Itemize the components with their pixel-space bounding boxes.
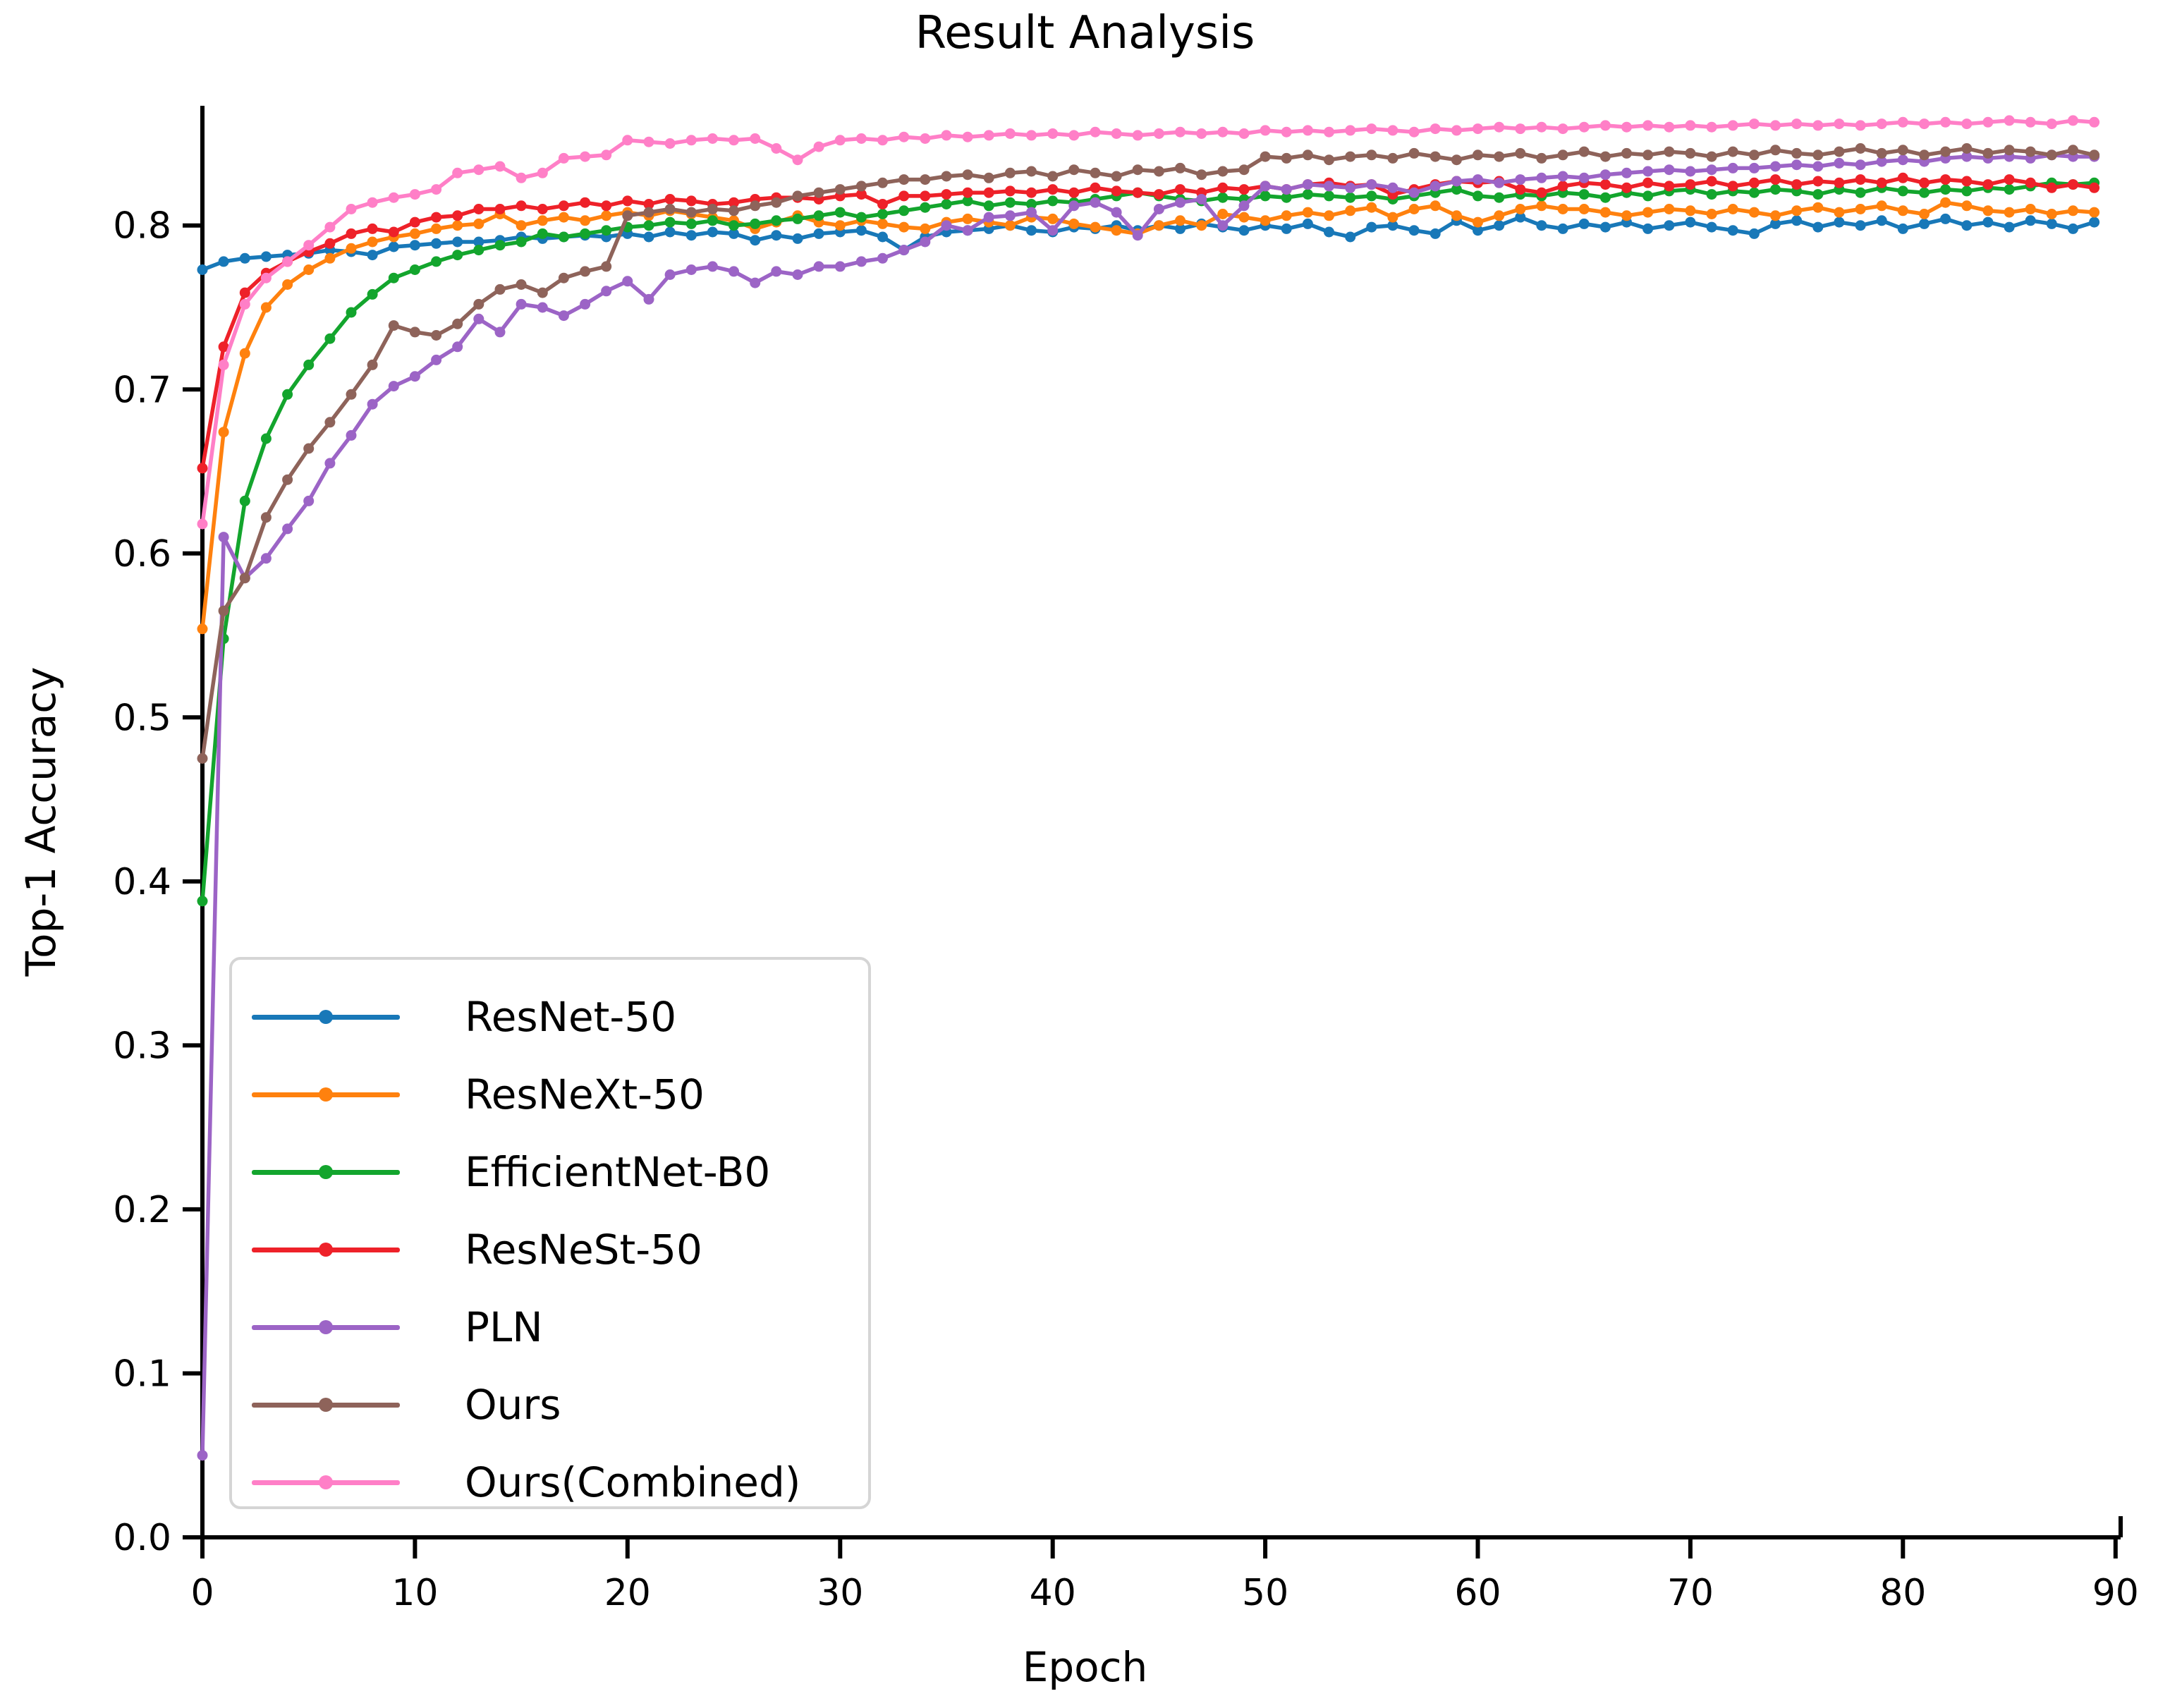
legend-line-sample <box>252 1165 400 1179</box>
x-tick-label: 80 <box>1879 1572 1926 1614</box>
series-pln <box>197 150 2100 1461</box>
legend-label: ResNeXt-50 <box>465 1070 705 1118</box>
y-tick-label: 0.4 <box>113 861 171 903</box>
legend-line-sample <box>252 1243 400 1257</box>
x-tick-label: 40 <box>1030 1572 1076 1614</box>
legend-label: ResNet-50 <box>465 993 677 1041</box>
legend-marker-dot <box>319 1398 333 1412</box>
x-tick-label: 50 <box>1242 1572 1288 1614</box>
y-tick-label: 0.0 <box>113 1517 171 1559</box>
x-tick-label: 70 <box>1667 1572 1714 1614</box>
series-resnest-50 <box>197 172 2100 474</box>
y-tick-label: 0.3 <box>113 1025 171 1067</box>
legend-marker-dot <box>319 1475 333 1489</box>
legend-item-efficientnet-b0: EfficientNet-B0 <box>232 1133 868 1211</box>
legend-item-resnext-50: ResNeXt-50 <box>232 1056 868 1133</box>
x-tick-label: 20 <box>604 1572 651 1614</box>
y-tick-label: 0.2 <box>113 1189 171 1231</box>
x-tick-label: 10 <box>391 1572 438 1614</box>
legend-label: PLN <box>465 1303 543 1351</box>
series-ours <box>197 143 2100 764</box>
y-tick-label: 0.5 <box>113 697 171 739</box>
legend-marker-dot <box>319 1010 333 1024</box>
y-tick-label: 0.8 <box>113 205 171 248</box>
legend-line-sample <box>252 1010 400 1024</box>
series-ours-combined <box>197 115 2100 530</box>
legend-item-ours-combined: Ours(Combined) <box>232 1444 868 1521</box>
legend-line-sample <box>252 1320 400 1334</box>
legend-marker-dot <box>319 1087 333 1102</box>
y-tick-label: 0.7 <box>113 369 171 411</box>
legend-line-sample <box>252 1475 400 1489</box>
legend-marker-dot <box>319 1165 333 1179</box>
legend-item-ours: Ours <box>232 1366 868 1444</box>
x-tick-label: 30 <box>817 1572 863 1614</box>
legend-item-resnest-50: ResNeSt-50 <box>232 1211 868 1288</box>
legend: ResNet-50 ResNeXt-50 EfficientNet-B0 ResNeS… <box>229 957 871 1509</box>
legend-label: Ours <box>465 1381 561 1429</box>
legend-label: Ours(Combined) <box>465 1458 801 1506</box>
legend-marker-dot <box>319 1243 333 1257</box>
x-tick-label: 0 <box>190 1572 214 1614</box>
series-efficientnet-b0 <box>197 177 2100 907</box>
x-tick-label: 90 <box>2092 1572 2139 1614</box>
legend-item-resnet-50: ResNet-50 <box>232 978 868 1056</box>
y-axis-label: Top-1 Accuracy <box>17 666 65 977</box>
legend-line-sample <box>252 1087 400 1102</box>
legend-label: ResNeSt-50 <box>465 1226 702 1274</box>
y-tick-label: 0.1 <box>113 1353 171 1396</box>
legend-item-pln: PLN <box>232 1288 868 1366</box>
chart-title: Result Analysis <box>915 7 1255 59</box>
legend-line-sample <box>252 1398 400 1412</box>
series-resnext-50 <box>197 197 2100 635</box>
x-tick-label: 60 <box>1454 1572 1501 1614</box>
x-axis-ticks: 0 10 20 30 40 50 60 70 80 90 <box>190 1537 2139 1614</box>
y-tick-label: 0.6 <box>113 533 171 575</box>
y-axis-ticks: 0.0 0.1 0.2 0.3 0.4 0.5 0.6 0.7 0.8 <box>113 205 202 1559</box>
axes-spines <box>200 106 2123 1539</box>
legend-label: EfficientNet-B0 <box>465 1148 771 1196</box>
legend-marker-dot <box>319 1320 333 1334</box>
x-axis-label: Epoch <box>1022 1643 1148 1691</box>
